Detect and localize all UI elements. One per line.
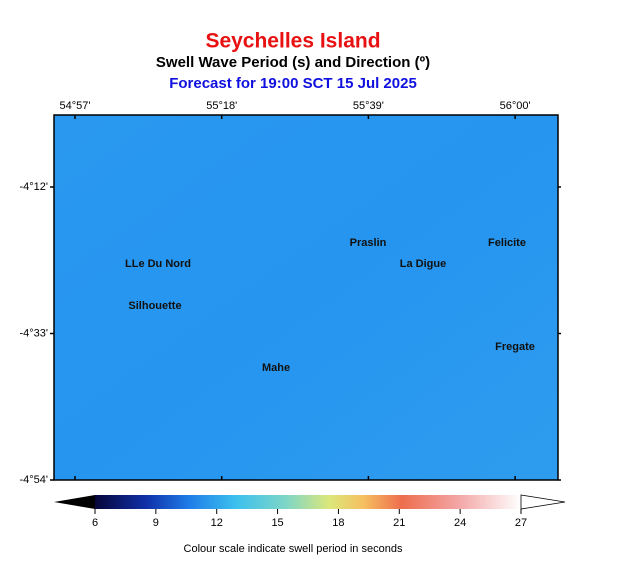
title: Seychelles Island (205, 30, 380, 53)
place-label: LLe Du Nord (125, 258, 191, 270)
lon-label: 54°57' (60, 100, 91, 112)
forecast: Forecast for 19:00 SCT 15 Jul 2025 (169, 75, 417, 92)
lon-label: 56°00' (500, 100, 531, 112)
colorbar-high-arrow (520, 494, 566, 510)
colorbar-tick-label: 9 (153, 517, 159, 529)
place-label: Praslin (350, 237, 387, 249)
place-label: Felicite (488, 237, 526, 249)
colorbar-tick-label: 15 (271, 517, 283, 529)
lon-label: 55°39' (353, 100, 384, 112)
colorbar-tick-label: 6 (92, 517, 98, 529)
place-label: Silhouette (128, 300, 181, 312)
place-label: Mahe (262, 362, 290, 374)
map-area (53, 114, 559, 481)
lon-label: 55°18' (206, 100, 237, 112)
place-label: Fregate (495, 341, 535, 353)
place-label: La Digue (400, 258, 446, 270)
colorbar-ticks: 6 9 12 15 18 21 24 27 (92, 509, 527, 529)
colorbar (95, 495, 521, 509)
colorbar-tick-label: 21 (393, 517, 405, 529)
colorbar-low-arrow (54, 495, 95, 509)
colorbar-tick-label: 24 (454, 517, 466, 529)
colorbar-tick-label: 12 (211, 517, 223, 529)
subtitle: Swell Wave Period (s) and Direction (º) (156, 54, 430, 71)
map-axes: 54°57' 55°18' 55°39' 56°00' -4°12' -4°33' -4°5… (19, 100, 561, 486)
colorbar-tick-label: 27 (515, 517, 527, 529)
lat-label: -4°12' (19, 181, 48, 193)
colorbar-caption: Colour scale indicate swell period in se… (184, 543, 403, 555)
colorbar-tick-label: 18 (332, 517, 344, 529)
lat-label: -4°54' (19, 474, 48, 486)
lat-label: -4°33' (19, 327, 48, 339)
